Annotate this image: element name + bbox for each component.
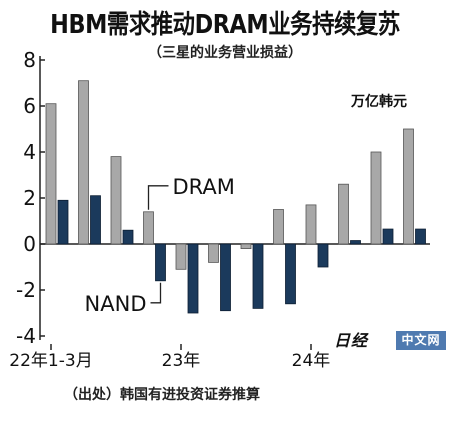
y-tick-label: 4 <box>23 140 36 164</box>
dram-bar <box>273 209 284 245</box>
dram-leader-line <box>147 185 169 210</box>
dram-bar <box>240 243 252 249</box>
dram-bar <box>403 128 414 245</box>
source-note: （出处）韩国有进投资证券推算 <box>64 387 260 403</box>
nand-bar <box>252 243 264 309</box>
y-tick-label: -2 <box>16 278 36 302</box>
y-tick-label: 6 <box>23 94 36 118</box>
nand-bar <box>155 243 166 282</box>
chart-title: HBM需求推动DRAM业务持续复苏 <box>50 10 400 40</box>
nikkei-logo: 日经 中文网 <box>334 331 446 350</box>
logo-box: 中文网 <box>396 331 446 350</box>
dram-label: DRAM <box>173 175 235 199</box>
x-tick-label: 23年 <box>162 351 201 371</box>
nand-bar <box>90 195 101 245</box>
nand-bar <box>317 243 329 268</box>
y-tick-label: -4 <box>16 324 36 348</box>
dram-bar <box>78 80 89 245</box>
nand-bar <box>350 240 361 245</box>
x-tick-label: 22年1-3月 <box>9 351 92 371</box>
nand-leader-line <box>150 282 162 304</box>
nand-label: NAND <box>85 292 147 316</box>
chart-subtitle: （三星的业务营业损益） <box>148 45 302 61</box>
dram-bar <box>305 204 317 245</box>
dram-bar <box>175 243 187 270</box>
dram-bar <box>143 211 154 245</box>
y-tick-label: 2 <box>23 186 36 210</box>
nand-bar <box>382 228 394 245</box>
x-tick-label: 24年 <box>292 351 331 371</box>
dram-bar <box>338 183 349 245</box>
unit-label: 万亿韩元 <box>351 94 407 110</box>
nand-bar <box>285 243 296 305</box>
logo-mark: 日经 <box>334 331 369 350</box>
y-tick-label: 8 <box>23 48 36 72</box>
nand-bar <box>122 229 134 245</box>
nand-bar <box>220 243 231 312</box>
y-tick-label: 0 <box>23 232 36 256</box>
nand-bar <box>187 243 199 314</box>
nand-bar <box>415 228 426 245</box>
nand-bar <box>57 199 69 245</box>
dram-bar <box>208 243 219 263</box>
dram-bar <box>370 151 382 245</box>
dram-bar <box>110 156 122 245</box>
dram-bar <box>45 103 57 245</box>
